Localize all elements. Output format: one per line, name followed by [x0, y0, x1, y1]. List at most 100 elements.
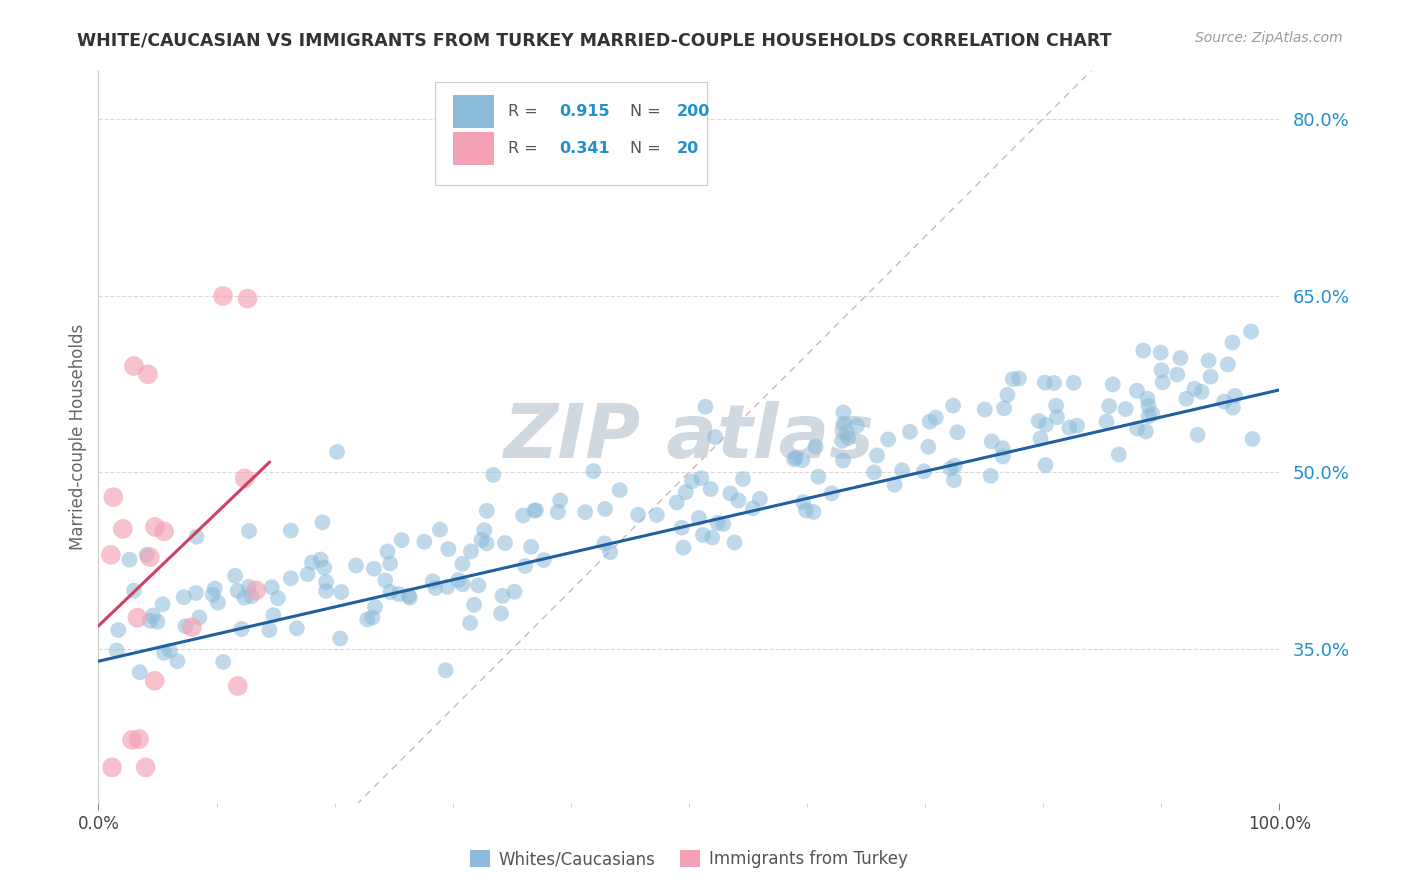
Point	[523, 503, 546, 517]
Point	[363, 562, 385, 576]
Point	[451, 577, 474, 591]
Point	[1240, 325, 1263, 339]
Point	[877, 433, 900, 447]
Point	[326, 445, 349, 459]
Point	[665, 495, 688, 509]
Point	[380, 585, 402, 599]
Point	[463, 598, 485, 612]
Point	[1095, 415, 1118, 429]
Point	[233, 591, 256, 605]
Point	[943, 473, 966, 487]
Point	[226, 583, 249, 598]
Point	[429, 523, 451, 537]
Point	[792, 495, 814, 509]
Point	[995, 388, 1018, 402]
Point	[837, 431, 859, 445]
Point	[593, 502, 616, 516]
Point	[704, 430, 727, 444]
Point	[260, 580, 283, 594]
Point	[1028, 414, 1050, 428]
Point	[548, 493, 571, 508]
Text: 0.915: 0.915	[560, 104, 610, 120]
Point	[832, 453, 855, 467]
Point	[315, 574, 337, 589]
Point	[946, 425, 969, 440]
Point	[111, 522, 134, 536]
Point	[139, 550, 162, 565]
Point	[236, 292, 259, 306]
Point	[437, 542, 460, 557]
Point	[330, 585, 353, 599]
Point	[917, 440, 939, 454]
FancyBboxPatch shape	[453, 95, 494, 128]
Point	[1136, 392, 1159, 406]
Point	[1108, 448, 1130, 462]
Point	[783, 452, 806, 467]
FancyBboxPatch shape	[453, 132, 494, 165]
Point	[980, 468, 1002, 483]
Point	[212, 289, 235, 303]
Point	[475, 536, 498, 550]
Point	[1166, 368, 1188, 382]
Point	[991, 442, 1014, 456]
Point	[173, 591, 195, 605]
Point	[866, 449, 889, 463]
Point	[280, 571, 302, 585]
Point	[204, 582, 226, 596]
Point	[1035, 417, 1057, 432]
Point	[315, 583, 337, 598]
Point	[142, 608, 165, 623]
Point	[280, 524, 302, 538]
Point	[146, 615, 169, 629]
Point	[1063, 376, 1085, 390]
Point	[181, 620, 204, 634]
Point	[1213, 394, 1236, 409]
Point	[103, 490, 125, 504]
Point	[672, 541, 695, 555]
Point	[695, 400, 717, 414]
Point	[1043, 376, 1066, 390]
Point	[105, 643, 128, 657]
Point	[1035, 458, 1057, 472]
Point	[470, 533, 492, 547]
Point	[898, 425, 921, 439]
Y-axis label: Married-couple Households: Married-couple Households	[69, 324, 87, 550]
Point	[807, 469, 830, 483]
Point	[122, 583, 145, 598]
Point	[835, 425, 858, 440]
Point	[524, 503, 547, 517]
Point	[267, 591, 290, 606]
Text: 200: 200	[678, 104, 710, 120]
Point	[447, 573, 470, 587]
Point	[980, 434, 1002, 449]
Point	[675, 485, 697, 500]
Point	[942, 399, 965, 413]
Point	[804, 440, 827, 454]
Point	[820, 486, 842, 500]
Point	[681, 475, 703, 489]
Point	[1115, 401, 1137, 416]
Point	[101, 760, 124, 774]
Point	[301, 556, 323, 570]
Text: 0.341: 0.341	[560, 141, 610, 156]
Point	[593, 536, 616, 550]
Point	[748, 491, 770, 506]
Point	[731, 472, 754, 486]
Point	[832, 405, 855, 419]
Point	[1184, 382, 1206, 396]
Text: N =: N =	[630, 141, 666, 156]
Point	[472, 523, 495, 537]
Text: R =: R =	[508, 104, 543, 120]
Legend: Whites/Caucasians, Immigrants from Turkey: Whites/Caucasians, Immigrants from Turke…	[464, 844, 914, 875]
Point	[939, 461, 962, 475]
Point	[1223, 389, 1246, 403]
Point	[494, 536, 516, 550]
Text: 20: 20	[678, 141, 699, 156]
Point	[377, 544, 399, 558]
Point	[785, 450, 807, 465]
Point	[262, 608, 284, 623]
Point	[240, 589, 263, 603]
Point	[135, 760, 157, 774]
Point	[1142, 407, 1164, 421]
Point	[1187, 427, 1209, 442]
